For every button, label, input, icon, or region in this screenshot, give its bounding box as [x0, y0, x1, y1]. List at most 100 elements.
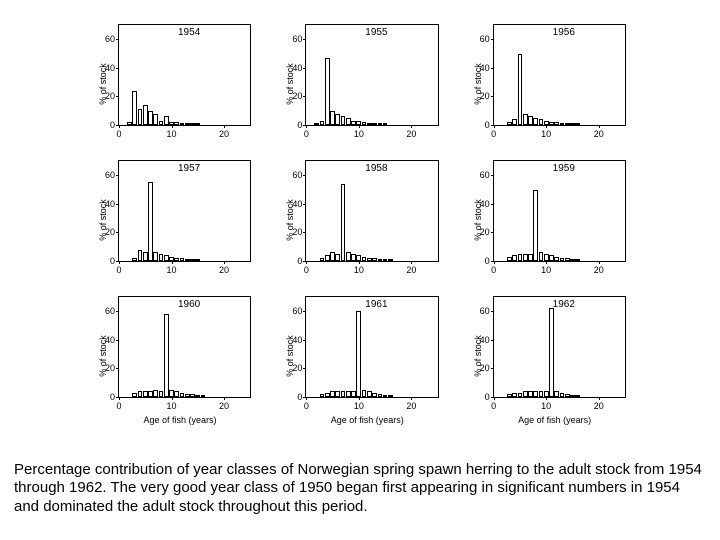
bar [330, 111, 335, 125]
bar [362, 122, 367, 125]
bar [560, 258, 565, 261]
y-tick-mark [303, 311, 306, 312]
x-tick-mark [359, 261, 360, 264]
bar [388, 259, 393, 261]
x-tick-label: 20 [594, 401, 604, 411]
bar [351, 121, 356, 125]
y-tick-mark [303, 39, 306, 40]
bar [153, 114, 158, 125]
bar [544, 391, 549, 397]
bar [346, 391, 351, 397]
y-tick-mark [303, 232, 306, 233]
x-tick-label: 10 [541, 401, 551, 411]
bar [518, 393, 523, 397]
y-tick-mark [116, 311, 119, 312]
bar [143, 252, 148, 261]
y-tick-label: 0 [472, 392, 490, 402]
x-tick-label: 0 [116, 129, 121, 139]
year-label: 1960 [178, 299, 200, 310]
bar [565, 394, 570, 397]
bar [174, 258, 179, 261]
bar [148, 182, 153, 261]
bar [148, 111, 153, 125]
y-tick-mark [116, 232, 119, 233]
bar [507, 122, 512, 125]
plot-area: 1962020406001020 [493, 296, 626, 398]
x-tick-label: 20 [406, 265, 416, 275]
plot-area: 1954020406001020 [118, 24, 251, 126]
bar [570, 395, 575, 397]
bar [190, 123, 195, 125]
x-tick-label: 0 [304, 129, 309, 139]
bar [314, 123, 319, 125]
plot-area: 1961020406001020 [305, 296, 438, 398]
bar [180, 258, 185, 261]
bar [185, 123, 190, 125]
x-tick-label: 20 [594, 265, 604, 275]
bar [560, 393, 565, 397]
bar [356, 255, 361, 261]
y-tick-label: 60 [472, 170, 490, 180]
bar [132, 393, 137, 397]
bar [528, 254, 533, 261]
bar [528, 116, 533, 125]
x-axis-label: Age of fish (years) [143, 415, 216, 425]
bar [570, 123, 575, 125]
year-label: 1961 [365, 299, 387, 310]
bar [383, 259, 388, 261]
x-tick-mark [306, 125, 307, 128]
x-tick-label: 10 [167, 129, 177, 139]
y-tick-label: 40 [472, 199, 490, 209]
y-tick-mark [491, 204, 494, 205]
x-tick-mark [224, 125, 225, 128]
bar [549, 122, 554, 125]
x-tick-mark [546, 125, 547, 128]
bar [575, 123, 580, 125]
bar [378, 394, 383, 397]
bar [195, 123, 200, 125]
x-tick-label: 20 [594, 129, 604, 139]
y-tick-label: 60 [97, 306, 115, 316]
bar [335, 391, 340, 397]
bar [153, 252, 158, 261]
bar [367, 123, 372, 125]
y-tick-mark [491, 368, 494, 369]
y-tick-label: 60 [97, 34, 115, 44]
bar [180, 393, 185, 397]
x-tick-mark [306, 261, 307, 264]
y-tick-label: 20 [97, 91, 115, 101]
x-tick-mark [359, 397, 360, 400]
bar [518, 254, 523, 261]
bar [523, 114, 528, 125]
bar [523, 254, 528, 261]
bar [164, 314, 169, 397]
plot-area: 1955020406001020 [305, 24, 438, 126]
x-tick-mark [494, 261, 495, 264]
panel-1956: % of stock1956020406001020 [465, 18, 630, 150]
y-tick-label: 0 [472, 120, 490, 130]
x-axis-label: Age of fish (years) [518, 415, 591, 425]
bar [512, 255, 517, 261]
x-tick-mark [224, 261, 225, 264]
bar [159, 391, 164, 397]
y-tick-mark [303, 340, 306, 341]
x-tick-mark [411, 261, 412, 264]
y-tick-mark [491, 96, 494, 97]
bar [565, 258, 570, 261]
y-tick-mark [491, 232, 494, 233]
x-tick-mark [546, 261, 547, 264]
bar [533, 118, 538, 125]
bar [143, 391, 148, 397]
bar [378, 123, 383, 125]
year-label: 1956 [553, 27, 575, 38]
bar [383, 123, 388, 125]
y-tick-label: 20 [472, 91, 490, 101]
y-tick-label: 40 [97, 199, 115, 209]
bar [560, 123, 565, 125]
y-tick-label: 0 [97, 120, 115, 130]
bar [138, 109, 143, 125]
x-tick-mark [546, 397, 547, 400]
bar [174, 391, 179, 397]
bar [325, 393, 330, 397]
y-tick-label: 0 [284, 392, 302, 402]
